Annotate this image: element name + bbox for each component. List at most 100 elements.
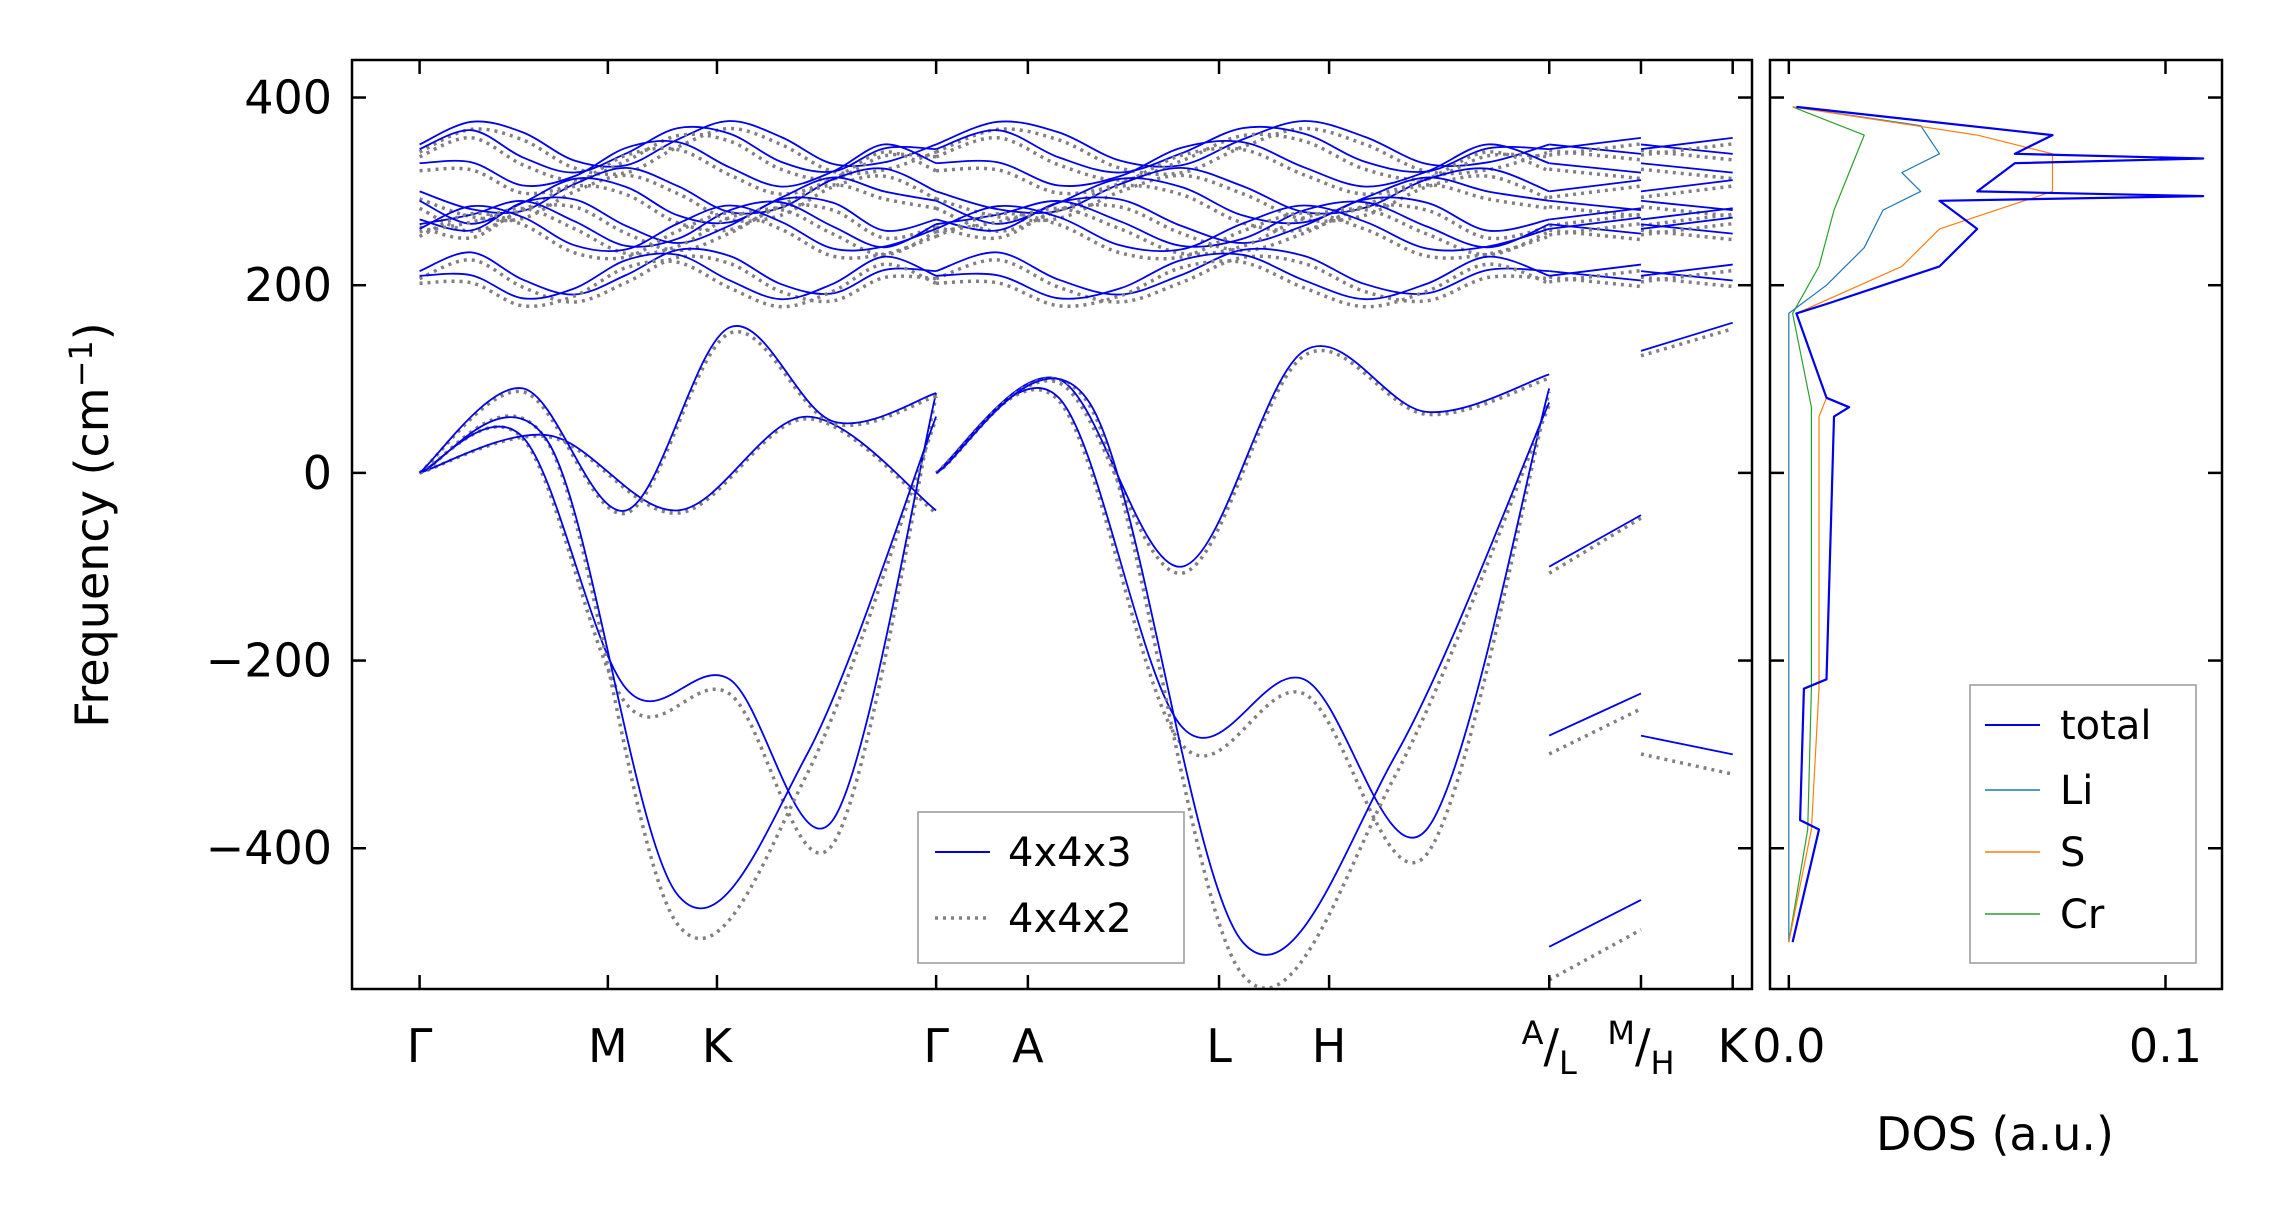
optical-band-4x4x3 bbox=[1549, 136, 1642, 151]
optical-band-4x4x3 bbox=[419, 252, 937, 301]
optical-band-4x4x3 bbox=[1640, 223, 1733, 235]
optical-band-4x4x2 bbox=[1549, 184, 1642, 200]
band-line-4x4x3 bbox=[419, 392, 937, 830]
optical-band-4x4x3 bbox=[1549, 143, 1642, 155]
dos-x-tick-labels: 0.0 0.1 bbox=[1752, 1019, 2202, 1073]
band-line-4x4x2 bbox=[418, 414, 938, 941]
band-line-4x4x3 bbox=[419, 416, 937, 910]
legend-label-cr: Cr bbox=[2060, 892, 2105, 938]
dos-line-total bbox=[1791, 105, 2205, 943]
k-path-labels: Γ M K Γ A L H A/L M/H K bbox=[407, 1014, 1750, 1082]
y-tick-label: 200 bbox=[244, 258, 332, 312]
optical-band-4x4x2 bbox=[419, 173, 937, 223]
dos-x-axis-label: DOS (a.u.) bbox=[1876, 1107, 2114, 1161]
legend-label-4x4x2: 4x4x2 bbox=[1008, 896, 1132, 942]
optical-band-4x4x2 bbox=[1640, 184, 1733, 200]
dos-legend-box bbox=[1969, 684, 2197, 964]
optical-band-4x4x3 bbox=[1549, 179, 1642, 193]
optical-band-4x4x2 bbox=[935, 173, 1550, 223]
optical-band-4x4x3 bbox=[1640, 207, 1733, 221]
band-line-4x4x3 bbox=[419, 324, 937, 512]
optical-band-4x4x3 bbox=[935, 204, 1550, 253]
k-path-label: K bbox=[1718, 1019, 1750, 1073]
dos-ticks bbox=[1787, 60, 2167, 989]
band-line-4x4x3 bbox=[1640, 321, 1733, 352]
k-path-label: Γ bbox=[407, 1019, 433, 1073]
band-legend-box bbox=[917, 811, 1185, 964]
dos-x-tick-label: 0.1 bbox=[2129, 1019, 2202, 1073]
band-legend: 4x4x3 4x4x2 bbox=[917, 811, 1185, 964]
band-line-4x4x2 bbox=[418, 329, 937, 516]
band-line-4x4x2 bbox=[935, 348, 1550, 576]
optical-band-4x4x2 bbox=[418, 254, 937, 304]
optical-band-4x4x3 bbox=[419, 204, 937, 253]
band-line-4x4x3 bbox=[1640, 734, 1733, 756]
dos-panel: 0.0 0.1 DOS (a.u.) total Li S Cr bbox=[1752, 58, 2224, 1161]
optical-band-4x4x3 bbox=[1640, 216, 1733, 230]
legend-label-4x4x3: 4x4x3 bbox=[1008, 830, 1132, 876]
k-path-label: L bbox=[1206, 1019, 1232, 1073]
dos-axes-frame bbox=[1768, 58, 2224, 991]
optical-band-4x4x3 bbox=[419, 196, 937, 244]
optical-band-4x4x3 bbox=[1549, 263, 1642, 277]
optical-band-4x4x2 bbox=[936, 146, 1550, 196]
band-line-4x4x3 bbox=[419, 415, 937, 512]
band-lines bbox=[418, 120, 1734, 989]
optical-band-4x4x3 bbox=[419, 247, 937, 296]
y-tick-labels: 400 200 0 −200 −400 bbox=[206, 71, 332, 876]
k-path-label: M/H bbox=[1607, 1014, 1674, 1082]
k-path-label: A bbox=[1012, 1019, 1044, 1073]
optical-band-4x4x3 bbox=[935, 200, 1550, 249]
optical-band-4x4x3 bbox=[1549, 270, 1642, 282]
y-tick-label: 400 bbox=[244, 71, 332, 125]
y-tick-label: −200 bbox=[206, 634, 332, 688]
band-line-4x4x2 bbox=[1640, 752, 1734, 776]
y-tick-label: 0 bbox=[303, 446, 332, 500]
k-path-label: K bbox=[702, 1019, 734, 1073]
optical-band-4x4x3 bbox=[935, 125, 1550, 174]
band-line-4x4x2 bbox=[1548, 928, 1642, 982]
optical-band-4x4x2 bbox=[418, 132, 937, 182]
band-line-4x4x3 bbox=[935, 387, 1551, 839]
k-path-label: M bbox=[588, 1019, 628, 1073]
optical-band-4x4x3 bbox=[1640, 179, 1733, 193]
optical-band-4x4x3 bbox=[419, 125, 937, 174]
optical-band-4x4x3 bbox=[1640, 263, 1733, 277]
optical-band-4x4x3 bbox=[419, 166, 937, 215]
optical-band-4x4x3 bbox=[1640, 199, 1733, 212]
optical-band-4x4x3 bbox=[419, 200, 937, 249]
legend-label-s: S bbox=[2060, 830, 2085, 876]
k-path-label: Γ bbox=[923, 1019, 949, 1073]
dos-legend: total Li S Cr bbox=[1969, 684, 2197, 964]
optical-band-4x4x3 bbox=[936, 139, 1550, 188]
band-ticks bbox=[352, 60, 2222, 989]
optical-band-4x4x3 bbox=[1549, 162, 1642, 174]
optical-band-4x4x2 bbox=[936, 259, 1550, 309]
dos-lines bbox=[1788, 105, 2205, 943]
optical-band-4x4x2 bbox=[935, 126, 1550, 176]
dos-line-cr bbox=[1788, 106, 1865, 943]
band-line-4x4x2 bbox=[418, 395, 938, 855]
dos-x-tick-label: 0.0 bbox=[1752, 1019, 1825, 1073]
optical-band-4x4x3 bbox=[1640, 162, 1733, 174]
optical-band-4x4x2 bbox=[419, 206, 937, 257]
legend-label-total: total bbox=[2060, 703, 2151, 749]
legend-label-li: Li bbox=[2060, 768, 2093, 814]
optical-band-4x4x3 bbox=[1549, 199, 1642, 212]
optical-band-4x4x3 bbox=[1640, 270, 1733, 282]
optical-band-4x4x2 bbox=[935, 203, 1550, 253]
optical-band-4x4x3 bbox=[1640, 143, 1733, 155]
optical-band-4x4x2 bbox=[935, 211, 1550, 261]
y-tick-label: −400 bbox=[206, 821, 332, 875]
k-path-label: H bbox=[1312, 1019, 1347, 1073]
band-line-4x4x3 bbox=[1548, 514, 1642, 568]
band-line-4x4x2 bbox=[1640, 327, 1734, 358]
optical-band-4x4x2 bbox=[935, 206, 1550, 257]
band-line-4x4x3 bbox=[1548, 899, 1642, 948]
band-line-4x4x3 bbox=[1548, 692, 1642, 737]
optical-band-4x4x3 bbox=[1549, 216, 1642, 230]
optical-band-4x4x3 bbox=[935, 247, 1550, 296]
optical-band-4x4x3 bbox=[1640, 136, 1733, 151]
optical-band-4x4x3 bbox=[419, 139, 937, 188]
